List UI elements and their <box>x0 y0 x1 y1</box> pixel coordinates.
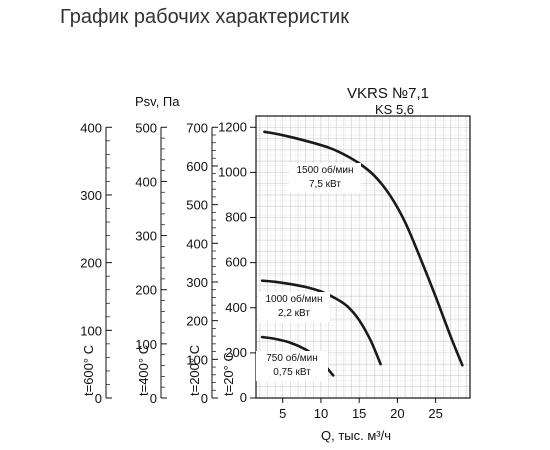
model-subtitle: KS 5,6 <box>375 102 414 117</box>
temp-tick-label: 400 <box>135 174 157 189</box>
series-speed-label: 1000 об/мин <box>265 293 322 305</box>
model-title: VKRS №7,1 <box>347 85 429 102</box>
temp-axis: t=20° C <box>221 352 236 396</box>
temp-tick-label: 0 <box>201 391 208 406</box>
x-tick-label: 25 <box>428 406 442 421</box>
temp-tick-label: 100 <box>186 352 208 367</box>
series-power-label: 7,5 кВт <box>309 179 341 190</box>
series-label-bg <box>289 163 361 193</box>
y-axis-label: Psv, Па <box>135 94 180 109</box>
series-speed-label: 750 об/мин <box>266 352 318 364</box>
x-tick-label: 5 <box>279 406 286 421</box>
series-label-bg <box>258 292 330 322</box>
series-labels: 1500 об/мин 7,5 кВт 1000 об/мин 2,2 кВт 750 … <box>256 163 361 381</box>
temp-tick-label: 300 <box>135 229 157 244</box>
page-title: График рабочих характеристик <box>60 6 349 28</box>
temp-tick-label: 700 <box>186 120 208 135</box>
temp-tick-label: 100 <box>135 337 157 352</box>
temp-tick-label: 400 <box>80 120 102 135</box>
series-power-label: 2,2 кВт <box>278 308 310 319</box>
y-tick-label: 200 <box>225 345 247 360</box>
series-speed-label: 1500 об/мин <box>296 164 353 176</box>
series-label-bg <box>256 351 328 381</box>
y-tick-label: 400 <box>225 300 247 315</box>
y-tick-label: 800 <box>225 210 247 225</box>
temp-axis: 0 100 200 300 400 500 600 700 t=200° C <box>186 120 218 406</box>
y-axis: 0 200 400 600 800 1000 1200 <box>218 119 256 405</box>
x-tick-label: 10 <box>314 406 328 421</box>
series-power-label: 0,75 кВт <box>273 367 311 378</box>
temp-tick-label: 200 <box>135 283 157 298</box>
temp-tick-label: 0 <box>150 391 157 406</box>
temp-tick-label: 600 <box>186 159 208 174</box>
temp-axis-label: t=400° C <box>136 345 151 396</box>
temp-axis-label: t=600° C <box>81 345 96 396</box>
temp-tick-label: 200 <box>80 256 102 271</box>
temp-tick-label: 100 <box>80 323 102 338</box>
temp-tick-label: 400 <box>186 236 208 251</box>
x-axis: 5 10 15 20 25 <box>279 398 443 421</box>
temp-tick-label: 500 <box>186 198 208 213</box>
temp-tick-label: 300 <box>186 275 208 290</box>
temp-axis-label: t=20° C <box>221 352 236 396</box>
x-axis-label: Q, тыс. м³/ч <box>321 428 391 443</box>
series-line <box>263 130 464 367</box>
y-tick-label: 1200 <box>218 119 247 134</box>
temp-tick-label: 500 <box>135 120 157 135</box>
temp-tick-label: 0 <box>95 391 102 406</box>
temp-tick-label: 200 <box>186 314 208 329</box>
temp-axis-label: t=200° C <box>187 345 202 396</box>
temp-tick-label: 300 <box>80 188 102 203</box>
temp-axis: 0 100 200 300 400 t=600° C <box>80 120 112 406</box>
y-tick-label: 1000 <box>218 164 247 179</box>
x-tick-label: 20 <box>390 406 404 421</box>
y-tick-label: 0 <box>240 390 247 405</box>
plot-frame <box>255 115 471 399</box>
x-tick-label: 15 <box>352 406 366 421</box>
y-tick-label: 600 <box>225 255 247 270</box>
temp-axis: 0 100 200 300 400 500 t=400° C <box>135 120 167 406</box>
